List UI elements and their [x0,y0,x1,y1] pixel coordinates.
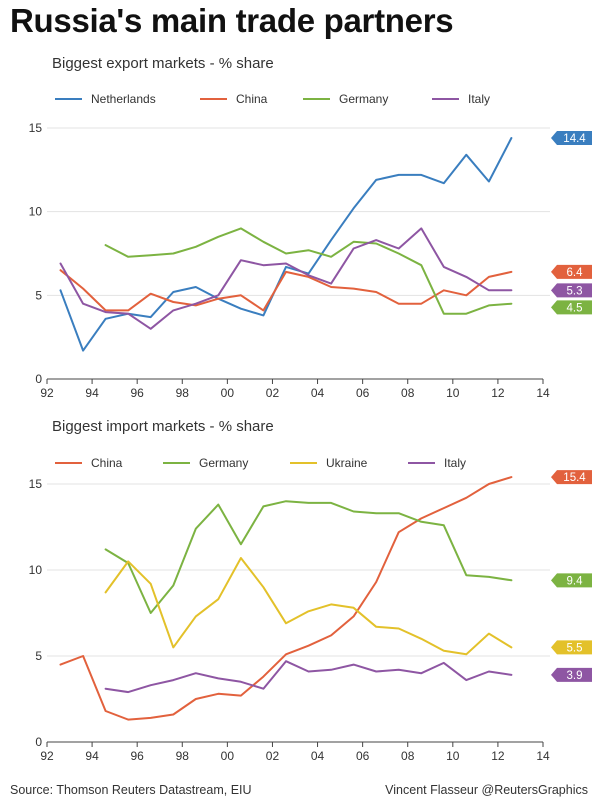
export-series-line-china [59,269,513,312]
legend-label-netherlands: Netherlands [91,92,156,106]
legend-label-germany: Germany [339,92,388,106]
end-value-tag-germany [551,300,592,315]
y-tick-label: 0 [35,372,42,386]
x-tick-label: 94 [85,386,99,400]
import-chart-panel: Biggest import markets - % share China Ge… [0,413,600,763]
export-series-line-netherlands [59,137,513,352]
end-value-label-netherlands: 14.4 [563,133,586,145]
x-tick-label: 08 [401,749,415,763]
end-value-label-china: 15.4 [563,472,586,484]
y-tick-label: 5 [35,649,42,663]
legend-label-germany: Germany [199,456,248,470]
credit-note: Vincent Flasseur @ReutersGraphics [385,783,588,797]
x-tick-label: 08 [401,386,415,400]
x-tick-label: 12 [491,749,505,763]
x-tick-label: 92 [40,386,54,400]
x-tick-label: 14 [536,749,550,763]
x-tick-label: 98 [176,386,190,400]
x-tick-label: 04 [311,386,325,400]
source-note: Source: Thomson Reuters Datastream, EIU [10,783,252,797]
y-tick-label: 10 [29,205,43,219]
end-value-label-germany: 9.4 [567,575,584,587]
end-value-label-italy: 5.3 [567,285,583,297]
import-series-line-germany [104,500,513,614]
end-value-label-italy: 3.9 [567,670,583,682]
end-value-label-china: 6.4 [567,267,584,279]
end-value-tag-ukraine [551,640,592,655]
y-tick-label: 0 [35,735,42,749]
x-tick-label: 06 [356,749,370,763]
end-value-tag-italy [551,667,592,682]
export-chart-title: Biggest export markets - % share [52,55,274,72]
legend-label-italy: Italy [444,456,466,470]
import-chart-title: Biggest import markets - % share [52,418,274,435]
x-tick-label: 94 [85,749,99,763]
import-series-line-china [59,476,513,721]
end-value-label-ukraine: 5.5 [567,642,583,654]
import-series-line-ukraine [104,557,513,656]
x-tick-label: 00 [221,749,235,763]
x-tick-label: 96 [131,386,145,400]
x-tick-label: 00 [221,386,235,400]
y-tick-label: 15 [29,477,43,491]
import-series-line-italy [104,660,513,694]
export-chart-panel: Biggest export markets - % share Netherl… [0,50,600,410]
x-tick-label: 02 [266,749,280,763]
x-tick-label: 12 [491,386,505,400]
end-value-tag-china [551,470,592,485]
x-tick-label: 10 [446,749,460,763]
x-tick-label: 02 [266,386,280,400]
legend-label-italy: Italy [468,92,490,106]
legend-label-ukraine: Ukraine [326,456,368,470]
x-tick-label: 14 [536,386,550,400]
end-value-tag-china [551,264,592,279]
x-tick-label: 92 [40,749,54,763]
y-tick-label: 10 [29,563,43,577]
x-tick-label: 96 [131,749,145,763]
export-series-line-italy [59,227,513,330]
import-chart: China Germany Ukraine Italy 0 5 10 15 92 94 96 98 00… [29,456,592,763]
y-tick-label: 5 [35,288,42,302]
x-tick-label: 98 [176,749,190,763]
legend-label-china: China [236,92,268,106]
export-chart: Netherlands China Germany Italy 0 5 10 15 92 94 96… [29,92,592,400]
end-value-tag-netherlands [551,131,592,146]
end-value-label-germany: 4.5 [567,302,583,314]
x-tick-label: 10 [446,386,460,400]
end-value-tag-germany [551,573,592,588]
x-tick-label: 04 [311,749,325,763]
x-tick-label: 06 [356,386,370,400]
main-title: Russia's main trade partners [10,2,454,39]
legend-label-china: China [91,456,123,470]
export-series-line-germany [104,227,513,315]
y-tick-label: 15 [29,121,43,135]
end-value-tag-italy [551,283,592,298]
